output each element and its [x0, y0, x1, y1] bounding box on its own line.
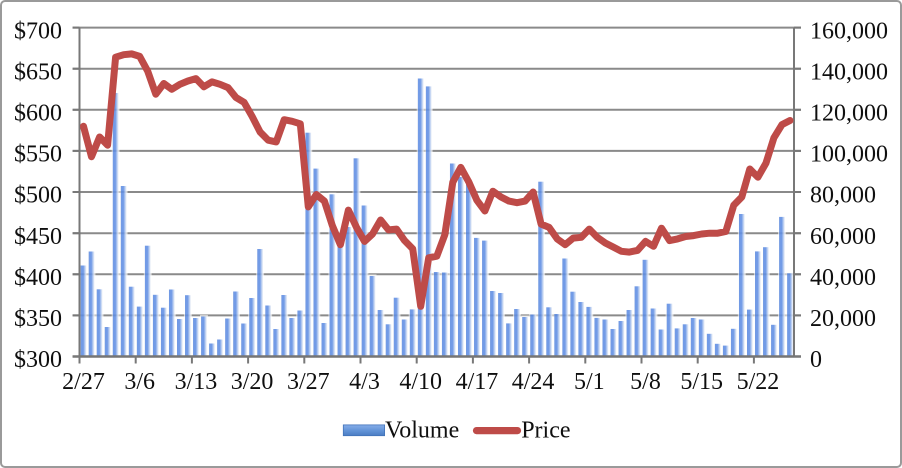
- svg-text:160,000: 160,000: [810, 18, 888, 44]
- svg-text:5/8: 5/8: [630, 369, 661, 395]
- svg-text:$650: $650: [14, 59, 62, 85]
- svg-text:$350: $350: [14, 306, 62, 332]
- svg-text:5/22: 5/22: [737, 369, 780, 395]
- svg-text:$500: $500: [14, 183, 62, 209]
- svg-text:5/15: 5/15: [680, 369, 723, 395]
- svg-text:Volume: Volume: [385, 418, 459, 444]
- svg-text:3/6: 3/6: [124, 369, 155, 395]
- svg-text:4/17: 4/17: [456, 369, 499, 395]
- svg-text:$550: $550: [14, 142, 62, 168]
- svg-text:5/1: 5/1: [574, 369, 605, 395]
- svg-text:$450: $450: [14, 224, 62, 250]
- svg-text:$300: $300: [14, 347, 62, 373]
- svg-text:Price: Price: [521, 418, 570, 444]
- svg-text:$600: $600: [14, 101, 62, 127]
- svg-text:4/10: 4/10: [399, 369, 442, 395]
- svg-text:40,000: 40,000: [810, 265, 876, 291]
- svg-text:60,000: 60,000: [810, 224, 876, 250]
- svg-text:20,000: 20,000: [810, 306, 876, 332]
- svg-text:4/24: 4/24: [512, 369, 555, 395]
- svg-text:$400: $400: [14, 265, 62, 291]
- svg-text:0: 0: [810, 347, 822, 373]
- svg-text:3/20: 3/20: [231, 369, 274, 395]
- svg-text:2/27: 2/27: [62, 369, 105, 395]
- svg-text:140,000: 140,000: [810, 59, 888, 85]
- svg-text:100,000: 100,000: [810, 142, 888, 168]
- svg-text:80,000: 80,000: [810, 183, 876, 209]
- svg-text:$700: $700: [14, 18, 62, 44]
- svg-text:3/13: 3/13: [175, 369, 218, 395]
- svg-text:4/3: 4/3: [349, 369, 380, 395]
- svg-text:3/27: 3/27: [287, 369, 330, 395]
- svg-text:120,000: 120,000: [810, 101, 888, 127]
